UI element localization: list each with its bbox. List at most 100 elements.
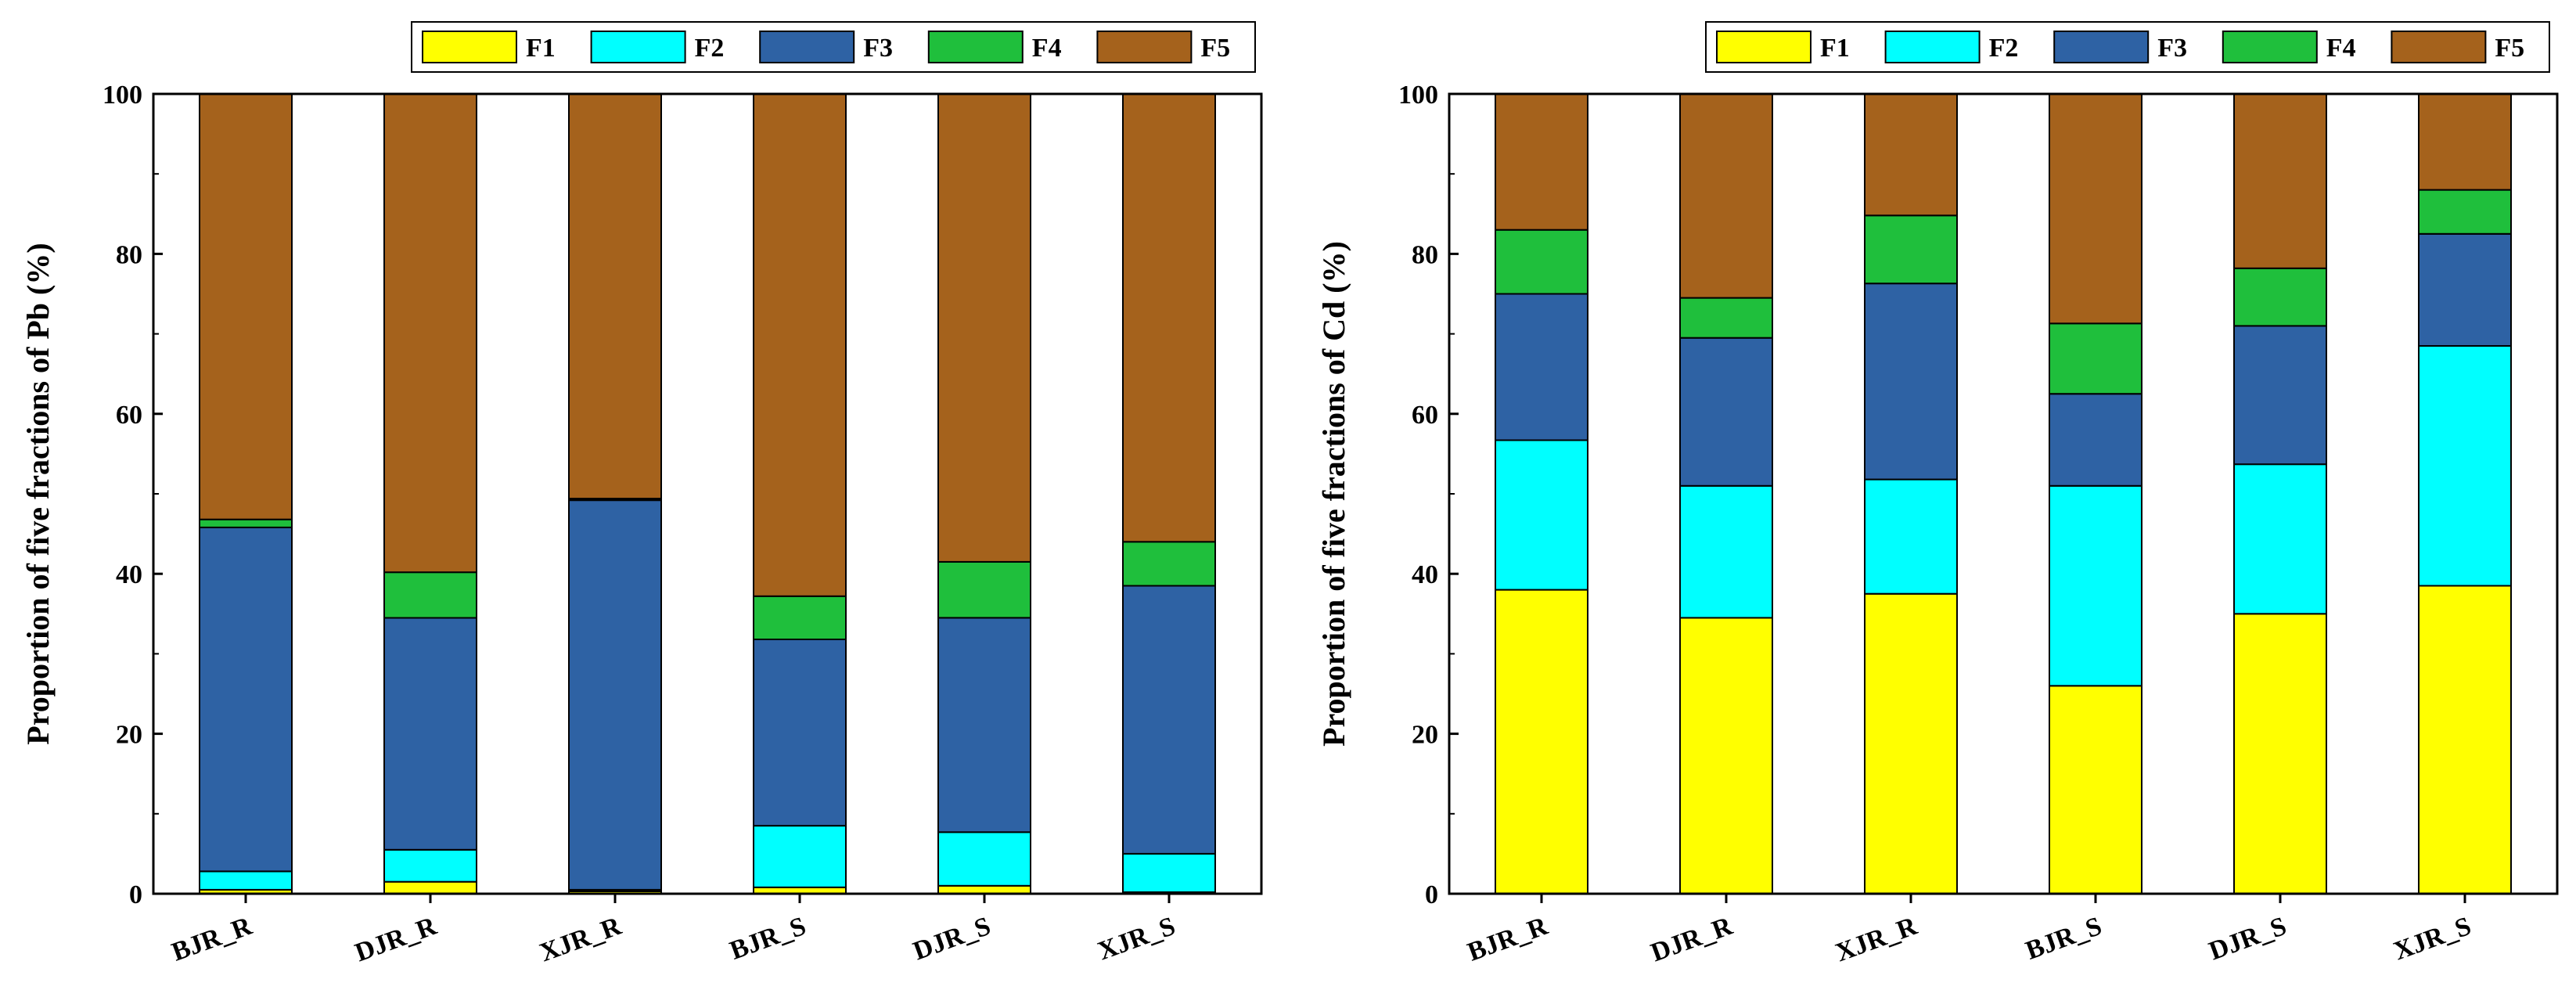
bar-segment-f4-xjr-s — [2418, 189, 2512, 235]
legend-swatch-f5 — [2391, 31, 2487, 63]
bar-segment-f2-bjr-s — [2049, 484, 2142, 687]
bar-segment-f2-djr-s — [937, 831, 1031, 887]
chart-2: BJR_R DJR_R XJR_R BJR_S DJR_S XJR_S 0 20 40 60 80 1… — [1316, 21, 2559, 968]
chart-1: BJR_R DJR_R XJR_R BJR_S DJR_S XJR_S 0 20 40 60 80 1… — [20, 21, 1263, 968]
bar-segment-f4-bjr-r — [199, 518, 293, 528]
bar-segment-f3-djr-r — [383, 617, 477, 851]
x-tick-label: DJR_R — [351, 912, 441, 968]
bar-segment-f4-djr-s — [937, 560, 1031, 619]
bar-segment-f3-xjr-r — [1864, 283, 1958, 481]
legend-label-f2: F2 — [1989, 34, 2019, 63]
bar-segment-f5-bjr-s — [2049, 93, 2142, 325]
bar-segment-f5-djr-r — [1679, 93, 1773, 299]
bar-segment-f5-xjr-s — [2418, 93, 2512, 191]
bar-segment-f2-djr-r — [1679, 484, 1773, 619]
legend-label-f4: F4 — [1032, 34, 1062, 63]
legend-label-f1: F1 — [1820, 34, 1850, 63]
y-tick-label: 80 — [1412, 240, 1438, 269]
bar-segment-f1-djr-r — [1679, 617, 1773, 895]
y-tick-label: 80 — [116, 240, 142, 269]
bar-segment-f2-bjr-r — [1495, 439, 1588, 591]
y-axis-label: Proportion of five fractions of Pb (%) — [20, 243, 56, 744]
bar-segment-f2-djr-s — [2233, 463, 2327, 615]
bar-segment-f3-xjr-s — [1122, 585, 1216, 855]
x-tick-label: BJR_S — [726, 912, 810, 966]
x-tick-label: BJR_S — [2022, 912, 2106, 966]
bar-segment-f1-xjr-s — [2418, 585, 2512, 895]
bar-segment-f1-djr-s — [2233, 613, 2327, 895]
y-tick-label: 20 — [1412, 721, 1438, 750]
bar-segment-f4-bjr-s — [753, 595, 847, 640]
bar-segment-f1-bjr-s — [2049, 685, 2142, 895]
y-tick-label: 100 — [1398, 81, 1438, 110]
legend-swatch-f2 — [1884, 31, 1981, 63]
bar-segment-f3-bjr-s — [2049, 393, 2142, 487]
bar-segment-f4-xjr-r — [1864, 214, 1958, 285]
legend-swatch-f3 — [2053, 31, 2150, 63]
legend-label-f3: F3 — [2157, 34, 2187, 63]
bar-segment-f3-djr-s — [937, 617, 1031, 833]
bar-segment-f5-djr-s — [2233, 93, 2327, 269]
plot-frame — [1448, 92, 2559, 895]
x-tick-label: XJR_S — [1094, 912, 1179, 967]
legend-label-f4: F4 — [2326, 34, 2356, 63]
legend-label-f5: F5 — [2495, 34, 2524, 63]
bar-segment-f4-djr-r — [383, 571, 477, 619]
bar-segment-f5-bjr-s — [753, 93, 847, 597]
bar-segment-f5-djr-r — [383, 93, 477, 574]
bar-segment-f4-djr-s — [2233, 267, 2327, 327]
bar-segment-f3-bjr-r — [1495, 293, 1588, 441]
bar-segment-f4-xjr-s — [1122, 541, 1216, 587]
x-tick-label: XJR_R — [536, 912, 625, 968]
y-tick-label: 100 — [103, 81, 142, 110]
bar-segment-f4-djr-r — [1679, 297, 1773, 339]
legend-label-f3: F3 — [863, 34, 893, 63]
legend-swatch-f4 — [2222, 31, 2318, 63]
legend-swatch-f2 — [590, 31, 686, 63]
y-tick-label: 40 — [1412, 560, 1438, 589]
x-tick-label: BJR_R — [1464, 912, 1552, 967]
y-tick-label: 0 — [129, 880, 142, 909]
bar-segment-f1-djr-s — [937, 884, 1031, 895]
bar-segment-f4-bjr-s — [2049, 322, 2142, 395]
bar-segment-f2-xjr-r — [1864, 478, 1958, 595]
bar-segment-f2-xjr-s — [2418, 344, 2512, 587]
bar-segment-f5-xjr-r — [568, 93, 662, 500]
x-tick-label: BJR_R — [168, 912, 256, 967]
legend: F1 F2 F3 F4 F5 — [411, 21, 1256, 73]
y-axis-label: Proportion of five fractions of Cd (%) — [1316, 241, 1351, 747]
bar-segment-f3-djr-s — [2233, 325, 2327, 466]
legend-label-f5: F5 — [1200, 34, 1230, 63]
legend-swatch-f3 — [759, 31, 855, 63]
bar-segment-f2-xjr-s — [1122, 852, 1216, 894]
bar-segment-f3-xjr-s — [2418, 232, 2512, 347]
y-tick-label: 0 — [1425, 880, 1438, 909]
legend-label-f2: F2 — [695, 34, 725, 63]
bar-segment-f5-xjr-s — [1122, 93, 1216, 543]
x-tick-label: DJR_S — [2205, 912, 2290, 967]
bar-segment-f5-bjr-r — [199, 93, 293, 520]
bar-segment-f3-xjr-r — [568, 499, 662, 891]
bar-segment-f2-bjr-s — [753, 825, 847, 888]
legend: F1 F2 F3 F4 F5 — [1705, 21, 2550, 73]
bar-segment-f2-bjr-r — [199, 870, 293, 891]
bar-segment-f2-djr-r — [383, 848, 477, 883]
x-tick-label: XJR_R — [1832, 912, 1921, 968]
x-tick-label: XJR_S — [2390, 912, 2475, 967]
y-tick-label: 60 — [116, 401, 142, 430]
bar-segment-f3-bjr-r — [199, 526, 293, 873]
legend-swatch-f4 — [927, 31, 1024, 63]
y-tick-label: 60 — [1412, 401, 1438, 430]
plot-frame — [152, 92, 1263, 895]
legend-swatch-f5 — [1096, 31, 1193, 63]
bar-segment-f5-djr-s — [937, 93, 1031, 563]
bar-segment-f5-xjr-r — [1864, 93, 1958, 217]
bar-segment-f5-bjr-r — [1495, 93, 1588, 231]
bar-segment-f1-bjr-r — [1495, 589, 1588, 895]
x-tick-label: DJR_S — [909, 912, 995, 967]
bar-segment-f1-xjr-r — [1864, 592, 1958, 895]
bar-segment-f3-djr-r — [1679, 337, 1773, 487]
x-tick-label: DJR_R — [1647, 912, 1736, 968]
bar-segment-f1-djr-r — [383, 880, 477, 895]
